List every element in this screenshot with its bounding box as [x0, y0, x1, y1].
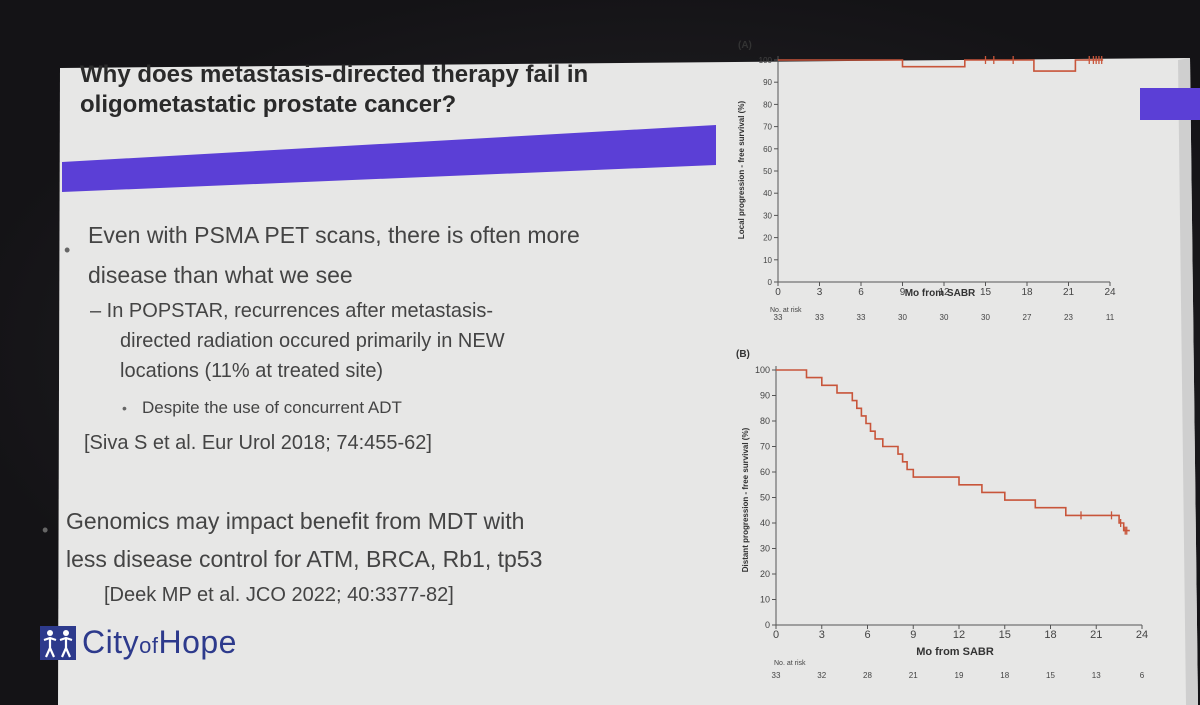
- x-axis-title: Mo from SABR: [916, 646, 994, 658]
- bullet-2-line-2: directed radiation occured primarily in …: [120, 330, 505, 352]
- reference-1: [Siva S et al. Eur Urol 2018; 74:455-62]: [84, 432, 432, 454]
- bullet-3: Despite the use of concurrent ADT: [142, 398, 402, 417]
- at-risk-label: No. at risk: [770, 307, 802, 314]
- at-risk-value: 30: [981, 313, 990, 322]
- y-tick-label: 60: [763, 145, 772, 154]
- y-tick-label: 0: [768, 278, 773, 287]
- y-tick-label: 10: [760, 595, 770, 605]
- x-tick-label: 12: [938, 287, 950, 298]
- at-risk-value: 33: [774, 313, 783, 322]
- y-tick-label: 30: [763, 211, 772, 220]
- x-tick-label: 15: [980, 287, 992, 298]
- y-tick-label: 40: [763, 189, 772, 198]
- at-risk-value: 27: [1023, 313, 1032, 322]
- y-axis-title: Local progression - free survival (%): [737, 101, 746, 240]
- x-tick-label: 21: [1063, 287, 1075, 298]
- title-accent-bar: [62, 125, 716, 192]
- at-risk-value: 21: [909, 671, 918, 680]
- bullet-dot: •: [64, 240, 71, 260]
- slide-shadow-edge: [1178, 58, 1198, 705]
- y-tick-label: 20: [763, 234, 772, 243]
- y-tick-label: 40: [760, 518, 770, 528]
- y-tick-label: 60: [760, 467, 770, 477]
- x-tick-label: 24: [1104, 287, 1116, 298]
- y-tick-label: 80: [760, 416, 770, 426]
- panel-label: (B): [736, 349, 750, 360]
- at-risk-value: 30: [940, 313, 949, 322]
- x-tick-label: 15: [999, 629, 1011, 641]
- y-tick-label: 90: [763, 78, 772, 87]
- at-risk-value: 23: [1064, 313, 1073, 322]
- title-line-1: Why does metastasis-directed therapy fai…: [80, 61, 589, 88]
- x-tick-label: 6: [864, 629, 870, 641]
- x-axis-title: Mo from SABR: [905, 288, 976, 299]
- x-tick-label: 21: [1090, 629, 1102, 641]
- x-tick-label: 24: [1136, 629, 1148, 641]
- at-risk-value: 18: [1000, 671, 1009, 680]
- y-tick-label: 20: [760, 569, 770, 579]
- slide-background: [58, 58, 1198, 705]
- survival-curve: [778, 59, 1104, 72]
- bullet-1-line-2: disease than what we see: [88, 262, 353, 288]
- bullet-dot: •: [42, 520, 49, 540]
- logo-word-city: City: [82, 624, 140, 660]
- right-accent-tab: [1140, 88, 1200, 120]
- bullet-2-line-3: locations (11% at treated site): [120, 360, 384, 382]
- title-line-2: oligometastatic prostate cancer?: [80, 91, 457, 118]
- at-risk-value: 19: [955, 671, 964, 680]
- y-tick-label: 0: [765, 620, 770, 630]
- city-of-hope-logo-icon: [40, 626, 76, 660]
- y-tick-label: 80: [763, 100, 772, 109]
- x-tick-label: 3: [817, 287, 823, 298]
- x-tick-label: 6: [858, 287, 864, 298]
- at-risk-label: No. at risk: [774, 660, 806, 667]
- y-tick-label: 50: [760, 493, 770, 503]
- y-tick-label: 70: [763, 123, 772, 132]
- at-risk-value: 28: [863, 671, 872, 680]
- x-tick-label: 18: [1044, 629, 1056, 641]
- x-tick-label: 9: [910, 629, 916, 641]
- logo-word-hope: Hope: [158, 624, 237, 660]
- x-tick-label: 0: [775, 287, 781, 298]
- at-risk-value: 32: [817, 671, 826, 680]
- at-risk-value: 30: [898, 313, 907, 322]
- at-risk-value: 33: [815, 313, 824, 322]
- at-risk-value: 33: [857, 313, 866, 322]
- y-tick-label: 30: [760, 544, 770, 554]
- x-tick-label: 18: [1021, 287, 1033, 298]
- at-risk-value: 15: [1046, 671, 1055, 680]
- bullet-4-line-1: Genomics may impact benefit from MDT wit…: [66, 508, 525, 534]
- x-tick-label: 12: [953, 629, 965, 641]
- at-risk-value: 11: [1106, 313, 1115, 322]
- y-tick-label: 50: [763, 167, 772, 176]
- bullet-dot: •: [122, 400, 127, 416]
- logo-word-of: of: [139, 633, 159, 658]
- x-tick-label: 3: [819, 629, 825, 641]
- panel-label: (A): [738, 40, 752, 51]
- y-tick-label: 100: [755, 365, 770, 375]
- bullet-1-line-1: Even with PSMA PET scans, there is often…: [88, 222, 580, 248]
- at-risk-value: 13: [1092, 671, 1101, 680]
- y-tick-label: 70: [760, 442, 770, 452]
- y-tick-label: 100: [759, 56, 773, 65]
- y-tick-label: 90: [760, 391, 770, 401]
- x-tick-label: 9: [900, 287, 906, 298]
- y-tick-label: 10: [763, 256, 772, 265]
- bullet-2-line-1: – In POPSTAR, recurrences after metastas…: [90, 300, 494, 322]
- at-risk-value: 33: [772, 671, 781, 680]
- x-tick-label: 0: [773, 629, 779, 641]
- y-axis-title: Distant progression - free survival (%): [741, 427, 750, 572]
- reference-2: [Deek MP et al. JCO 2022; 40:3377-82]: [104, 584, 454, 606]
- bullet-4-line-2: less disease control for ATM, BRCA, Rb1,…: [66, 546, 543, 572]
- survival-curve: [776, 369, 1130, 532]
- city-of-hope-logo-text: CityofHope: [82, 624, 237, 661]
- slide-title: Why does metastasis-directed therapy fai…: [80, 60, 720, 120]
- at-risk-value: 6: [1140, 671, 1145, 680]
